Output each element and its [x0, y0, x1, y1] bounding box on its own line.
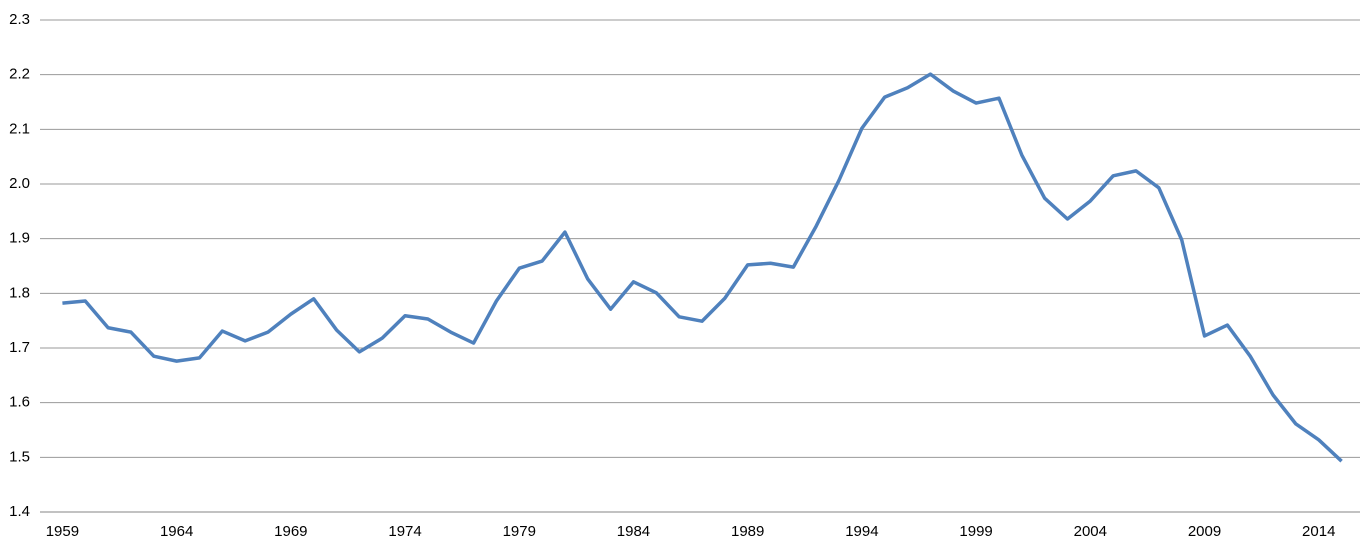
x-tick-label: 2004 — [1074, 523, 1107, 540]
x-tick-label: 1964 — [160, 523, 193, 540]
y-tick-label: 1.6 — [9, 394, 30, 411]
x-tick-label: 1979 — [503, 523, 536, 540]
x-tick-label: 1974 — [388, 523, 421, 540]
x-tick-label: 1959 — [46, 523, 79, 540]
line — [62, 72, 1343, 463]
y-tick-label: 1.4 — [9, 503, 30, 520]
y-tick-label: 2.0 — [9, 175, 30, 192]
x-tick-label: 2009 — [1188, 523, 1221, 540]
x-tick-label: 1969 — [274, 523, 307, 540]
y-tick-label: 1.9 — [9, 230, 30, 247]
y-tick-label: 1.5 — [9, 448, 30, 465]
y-tick-label: 2.3 — [9, 11, 30, 28]
x-tick-label: 1989 — [731, 523, 764, 540]
y-tick-label: 2.2 — [9, 66, 30, 83]
y-tick-label: 1.7 — [9, 339, 30, 356]
y-tick-label: 2.1 — [9, 120, 30, 137]
x-tick-label: 1994 — [845, 523, 878, 540]
x-tick-label: 1999 — [959, 523, 992, 540]
y-tick-label: 1.8 — [9, 284, 30, 301]
x-tick-label: 1984 — [617, 523, 650, 540]
x-tick-label: 2014 — [1302, 523, 1335, 540]
